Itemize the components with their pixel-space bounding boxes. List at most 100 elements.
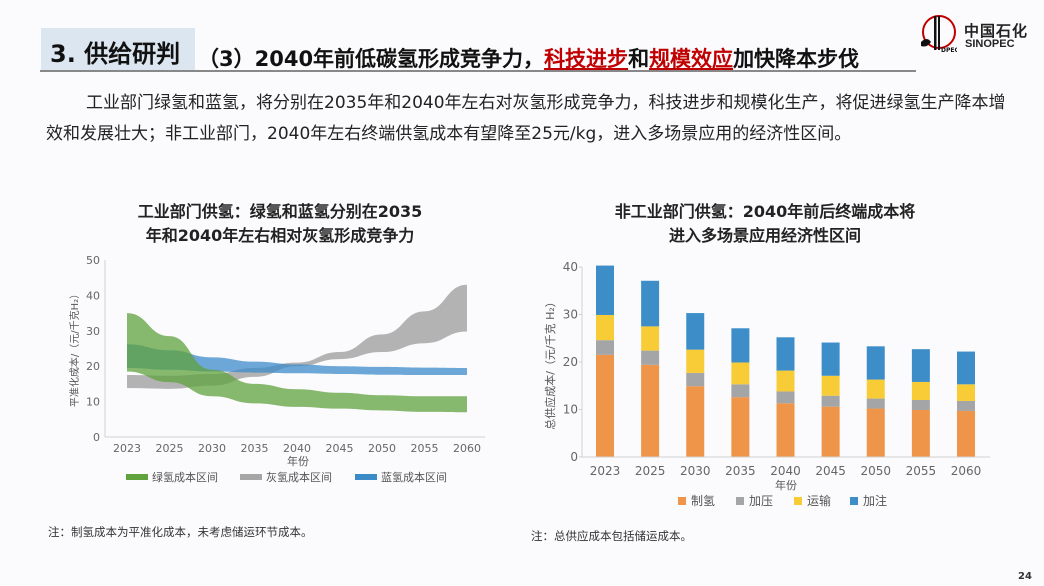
bar-segment-运输: [911, 381, 930, 400]
bar-segment-加注: [686, 313, 705, 350]
right-legend-item: 加压: [736, 494, 773, 508]
right-chart-title: 非工业部门供氢：2040年前后终端成本将 进入多场景应用经济性区间: [565, 200, 965, 248]
left-chart-bands: [127, 284, 467, 413]
left-legend-label: 绿氢成本区间: [152, 470, 218, 484]
left-x-axis-label: 年份: [287, 454, 309, 468]
bar-segment-加注: [866, 346, 885, 380]
right-y-tick-label: 40: [563, 260, 578, 274]
left-legend-label: 蓝氢成本区间: [381, 470, 447, 484]
bar-segment-加压: [866, 398, 885, 409]
left-x-tick-label: 2040: [283, 442, 311, 455]
bar-stack-2023: [596, 265, 614, 457]
logo-text-en: SINOPEC: [965, 38, 1015, 50]
left-x-tick-label: 2035: [241, 442, 269, 455]
right-y-tick-label: 0: [570, 450, 578, 464]
right-x-tick-label: 2025: [635, 464, 666, 478]
left-y-axis-label: 平准化成本/（元/千克H₂）: [68, 289, 81, 407]
right-chart-title-line: 非工业部门供氢：2040年前后终端成本将: [614, 202, 916, 221]
right-legend-item: 运输: [794, 493, 831, 508]
right-x-tick-label: 2045: [815, 464, 846, 478]
legend-swatch-icon: [850, 497, 858, 505]
logo-text-cn: 中国石化: [964, 22, 1029, 40]
bar-stack-2050: [866, 346, 885, 457]
bar-segment-加压: [686, 372, 705, 387]
right-x-tick-label: 2023: [590, 464, 621, 478]
header-divider: [40, 70, 916, 72]
right-chart-note: 注：总供应成本包括储运成本。: [531, 529, 692, 543]
right-x-tick-label: 2040: [770, 464, 801, 478]
right-legend-label: 加注: [863, 493, 887, 508]
left-legend-item: 绿氢成本区间: [126, 470, 218, 484]
bar-segment-加压: [641, 350, 660, 365]
bar-segment-加压: [911, 400, 930, 410]
bar-segment-运输: [957, 384, 975, 401]
bar-stack-2055: [911, 349, 930, 457]
left-x-tick-label: 2055: [411, 442, 439, 455]
left-legend-item: 灰氢成本区间: [240, 470, 332, 484]
bar-segment-加压: [957, 400, 975, 411]
bar-segment-加注: [641, 280, 660, 327]
summary-paragraph: 工业部门绿氢和蓝氢，将分别在2035年和2040年左右对灰氢形成竞争力，科技进步…: [46, 93, 1006, 144]
left-y-tick-label: 0: [93, 431, 100, 444]
headline-emphasis: 规模效应: [649, 47, 734, 71]
band-green-hydrogen: [127, 313, 467, 413]
bar-segment-制氢: [866, 408, 885, 457]
bar-segment-加注: [957, 351, 975, 385]
right-x-axis-label: 年份: [775, 478, 797, 492]
bar-segment-制氢: [686, 386, 705, 457]
right-y-axis-label: 总供应成本/（元/千克 H₂）: [543, 296, 557, 430]
left-y-tick-label: 10: [86, 396, 100, 409]
section-label: 3. 供给研判: [50, 40, 181, 68]
left-chart-title: 工业部门供氢：绿氢和蓝氢分别在2035 年和2040年左右相对灰氢形成竞争力: [80, 200, 480, 248]
right-x-tick-label: 2030: [680, 464, 711, 478]
left-y-tick-label: 40: [86, 289, 100, 302]
legend-swatch-icon: [240, 474, 262, 480]
right-legend-item: 加注: [850, 493, 887, 508]
headline-part: （3）2040年前低碳氢形成竞争力，: [198, 47, 545, 71]
headline: （3）2040年前低碳氢形成竞争力，科技进步和规模效应加快降本步伐: [198, 43, 859, 73]
left-legend-item: 蓝氢成本区间: [355, 470, 447, 484]
bar-stack-2040: [776, 337, 795, 457]
left-x-tick-label: 2025: [156, 442, 184, 455]
left-chart-note: 注：制氢成本为平准化成本，未考虑储运环节成本。: [48, 525, 313, 539]
headline-part: 加快降本步伐: [733, 47, 860, 71]
left-y-tick-label: 20: [86, 360, 100, 373]
bar-segment-制氢: [596, 354, 614, 457]
left-x-tick-label: 2045: [326, 442, 354, 455]
right-x-tick-label: 2055: [906, 464, 937, 478]
right-y-tick-label: 10: [563, 403, 578, 417]
right-legend-label: 运输: [807, 493, 831, 508]
legend-swatch-icon: [794, 497, 802, 505]
headline-emphasis: 科技进步: [544, 47, 629, 71]
bar-stack-2045: [821, 342, 840, 457]
bar-segment-制氢: [776, 403, 795, 457]
bar-segment-运输: [641, 326, 660, 351]
bar-stack-2025: [641, 280, 660, 457]
left-chart-title-line: 工业部门供氢：绿氢和蓝氢分别在2035: [137, 202, 423, 221]
bar-segment-加注: [596, 265, 614, 315]
bar-segment-制氢: [731, 397, 750, 457]
right-legend-label: 制氢: [691, 493, 715, 508]
bar-segment-运输: [731, 362, 750, 385]
bar-segment-运输: [776, 370, 795, 392]
left-y-tick-label: 50: [86, 254, 100, 267]
bar-segment-加压: [821, 395, 840, 407]
left-x-tick-label: 2030: [198, 442, 226, 455]
bar-segment-运输: [821, 375, 840, 396]
svg-text:DPEC: DPEC: [941, 47, 957, 54]
legend-swatch-icon: [355, 474, 377, 480]
bar-segment-加压: [776, 391, 795, 404]
right-y-tick-label: 20: [563, 355, 578, 369]
page-number: 24: [1018, 571, 1032, 582]
section-label-box: [41, 28, 195, 71]
sinopec-logo-icon: DPEC: [921, 15, 957, 54]
left-chart-title-line: 年和2040年左右相对灰氢形成竞争力: [145, 226, 415, 245]
bar-segment-运输: [596, 314, 614, 341]
left-x-tick-label: 2023: [113, 442, 141, 455]
bar-segment-运输: [686, 349, 705, 373]
bar-stack-2035: [731, 328, 750, 457]
bar-segment-加注: [911, 349, 930, 382]
right-chart-title-line: 进入多场景应用经济性区间: [668, 226, 861, 245]
